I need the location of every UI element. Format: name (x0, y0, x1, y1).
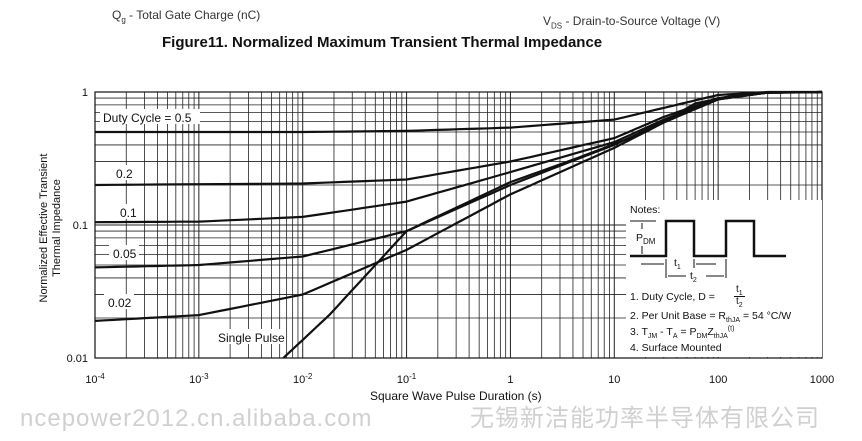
y-tick-label: 0.01 (67, 353, 88, 365)
vds-sub: DS (551, 21, 563, 31)
n3s4: thJA (713, 333, 728, 341)
t1-label: t1 (674, 257, 681, 274)
note-2: 2. Per Unit Base = RthJA = 54 °C/W (630, 310, 792, 325)
series-label: 0.2 (116, 167, 133, 181)
num-sub: 1 (738, 290, 743, 297)
n3sup: (t) (727, 325, 735, 333)
n3c: = P (677, 326, 697, 338)
y-axis-label-line1: Normalized Effective Transient (38, 153, 50, 303)
x-tick-exponent: -1 (409, 372, 417, 381)
num-t: t (736, 284, 739, 295)
series-label: 0.02 (108, 296, 132, 310)
note-1: 1. Duty Cycle, D = (630, 291, 715, 303)
curve-label-background (112, 165, 134, 180)
x-axis-label: Square Wave Pulse Duration (s) (370, 389, 542, 403)
note-2-b: = 54 °C/W (740, 310, 792, 322)
series-label: 0.05 (113, 247, 137, 261)
watermark-company: 无锡新洁能功率半导体有限公司 (470, 405, 820, 432)
x-tick-label: 100 (709, 374, 727, 386)
series-label: Single Pulse (218, 331, 285, 345)
t2-sub: 2 (692, 277, 697, 285)
x-tick-label: 10-4 (85, 372, 105, 386)
watermark-url: ncepower2012.cn.alibaba.com (20, 405, 373, 432)
x-tick-label: 10 (608, 374, 620, 386)
x-tick-exponent: -3 (201, 372, 209, 381)
series-line-single-pulse (282, 90, 823, 359)
series-line-0-2 (94, 90, 823, 187)
pdm-label: PDM (636, 232, 655, 248)
x-tick-exponent: -4 (98, 372, 106, 381)
plot-frame (94, 91, 823, 359)
stray-qg-axis-label: Qg - Total Gate Charge (nC) (112, 8, 260, 24)
x-tick-label: 10-3 (189, 372, 209, 386)
stray-vds-axis-label: VDS - Drain-to-Source Voltage (V) (543, 14, 720, 30)
duty-fraction: t1 t2 (734, 285, 745, 310)
x-tick-label: 1 (507, 374, 513, 386)
t1-symbol: t (674, 257, 677, 269)
y-axis-label: Normalized Effective Transient Thermal Im… (38, 143, 64, 313)
den-sub: 2 (738, 302, 743, 309)
t1-sub: 1 (676, 264, 681, 272)
t2-symbol: t (690, 270, 693, 282)
note-3: 3. TJM - TA = PDMZthJA(t) (630, 325, 735, 341)
n3b: - T (657, 326, 673, 338)
curve-label-background (104, 294, 134, 309)
x-tick-exponent: -2 (305, 372, 313, 381)
note-2-a: 2. Per Unit Base = R (630, 310, 727, 322)
curve-label-background (100, 109, 200, 124)
pdm-symbol: P (636, 232, 644, 244)
series-line-0-02 (94, 90, 823, 322)
n3s1: JM (647, 333, 658, 341)
fraction-numerator: t1 (734, 285, 745, 297)
curve-label-background (109, 245, 139, 260)
vds-symbol: V (543, 14, 552, 28)
n3d: Z (707, 326, 714, 338)
pulse-waveform (630, 219, 786, 258)
chart-title: Figure11. Normalized Maximum Transient T… (162, 34, 603, 51)
x-tick-label: 1000 (810, 374, 834, 386)
den-t: t (736, 296, 739, 307)
note-2-sub: thJA (726, 317, 741, 325)
x-tick-label: 10-1 (397, 372, 417, 386)
y-tick-label: 0.1 (73, 220, 88, 232)
pulse-waveform-diagram (630, 219, 786, 278)
note-4: 4. Surface Mounted (630, 342, 722, 354)
n3s3: DM (696, 333, 708, 341)
qg-sub: g (121, 15, 126, 25)
fraction-denominator: t2 (734, 296, 745, 310)
t2-label: t2 (690, 270, 697, 287)
series-label: 0.1 (120, 206, 137, 220)
series-label: Duty Cycle = 0.5 (103, 111, 192, 125)
n3a: 3. T (630, 326, 648, 338)
y-tick-label: 1 (82, 87, 88, 99)
vds-text: - Drain-to-Source Voltage (V) (562, 14, 721, 28)
y-axis-label-line2: Thermal Impedance (51, 179, 63, 277)
curve-label-background (214, 329, 286, 344)
x-tick-label: 10-2 (293, 372, 313, 386)
notes-box: Notes: PDM t1 t2 1. Duty Cycle, D = t1 t… (626, 200, 822, 357)
qg-text: - Total Gate Charge (nC) (125, 8, 261, 22)
pdm-sub: DM (643, 237, 656, 247)
qg-symbol: Q (112, 8, 122, 22)
curve-label-background (116, 204, 138, 219)
n3s2: A (672, 333, 678, 341)
notes-heading: Notes: (630, 204, 661, 216)
